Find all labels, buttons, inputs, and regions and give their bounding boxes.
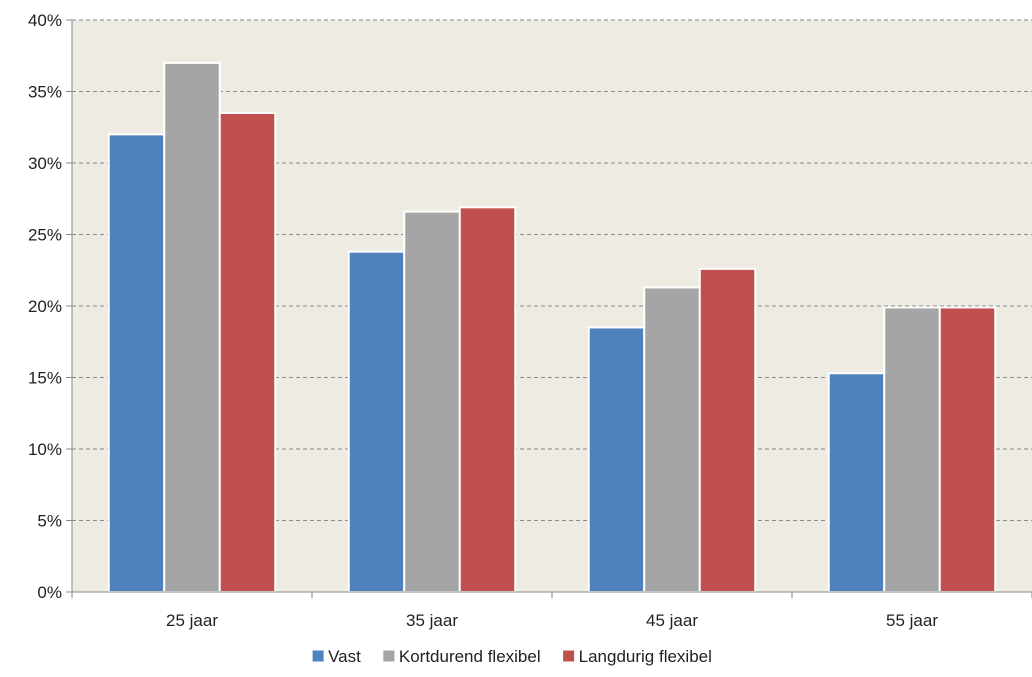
y-tick-label: 40% <box>28 11 62 30</box>
bar-langdurig-flexibel <box>458 206 517 594</box>
x-tick-label: 45 jaar <box>646 611 698 630</box>
y-tick-label: 0% <box>37 583 62 602</box>
x-tick-label: 35 jaar <box>406 611 458 630</box>
x-tick-label: 55 jaar <box>886 611 938 630</box>
bar-vast <box>107 133 166 593</box>
x-axis-ticks: 25 jaar 35 jaar 45 jaar 55 jaar <box>71 592 1032 630</box>
y-tick-label: 15% <box>28 369 62 388</box>
y-tick-label: 25% <box>28 226 62 245</box>
y-axis-ticks: 0% 5% 10% 15% 20% 25% 30% 35% 40% <box>28 11 72 602</box>
legend-label: Kortdurend flexibel <box>399 647 541 666</box>
bar-langdurig-flexibel <box>218 111 277 593</box>
y-tick-label: 5% <box>37 512 62 531</box>
bar-vast <box>347 250 406 593</box>
bar-kortdurend-flexibel <box>643 286 701 593</box>
bar-kortdurend-flexibel <box>883 306 941 593</box>
bar-langdurig-flexibel <box>698 267 757 593</box>
x-tick-label: 25 jaar <box>166 611 218 630</box>
legend-label: Vast <box>328 647 361 666</box>
bar-kortdurend-flexibel <box>163 61 221 593</box>
bar-langdurig-flexibel <box>938 306 997 593</box>
legend: Vast Kortdurend flexibel Langdurig flexibe… <box>311 647 712 666</box>
bar-kortdurend-flexibel <box>403 210 461 593</box>
bar-vast <box>587 326 646 593</box>
legend-swatch <box>562 649 576 663</box>
bar-vast <box>827 372 886 593</box>
legend-label: Langdurig flexibel <box>579 647 712 666</box>
y-tick-label: 35% <box>28 83 62 102</box>
legend-swatch <box>311 649 325 663</box>
legend-swatch <box>382 649 396 663</box>
y-tick-label: 10% <box>28 440 62 459</box>
y-tick-label: 30% <box>28 154 62 173</box>
y-tick-label: 20% <box>28 297 62 316</box>
